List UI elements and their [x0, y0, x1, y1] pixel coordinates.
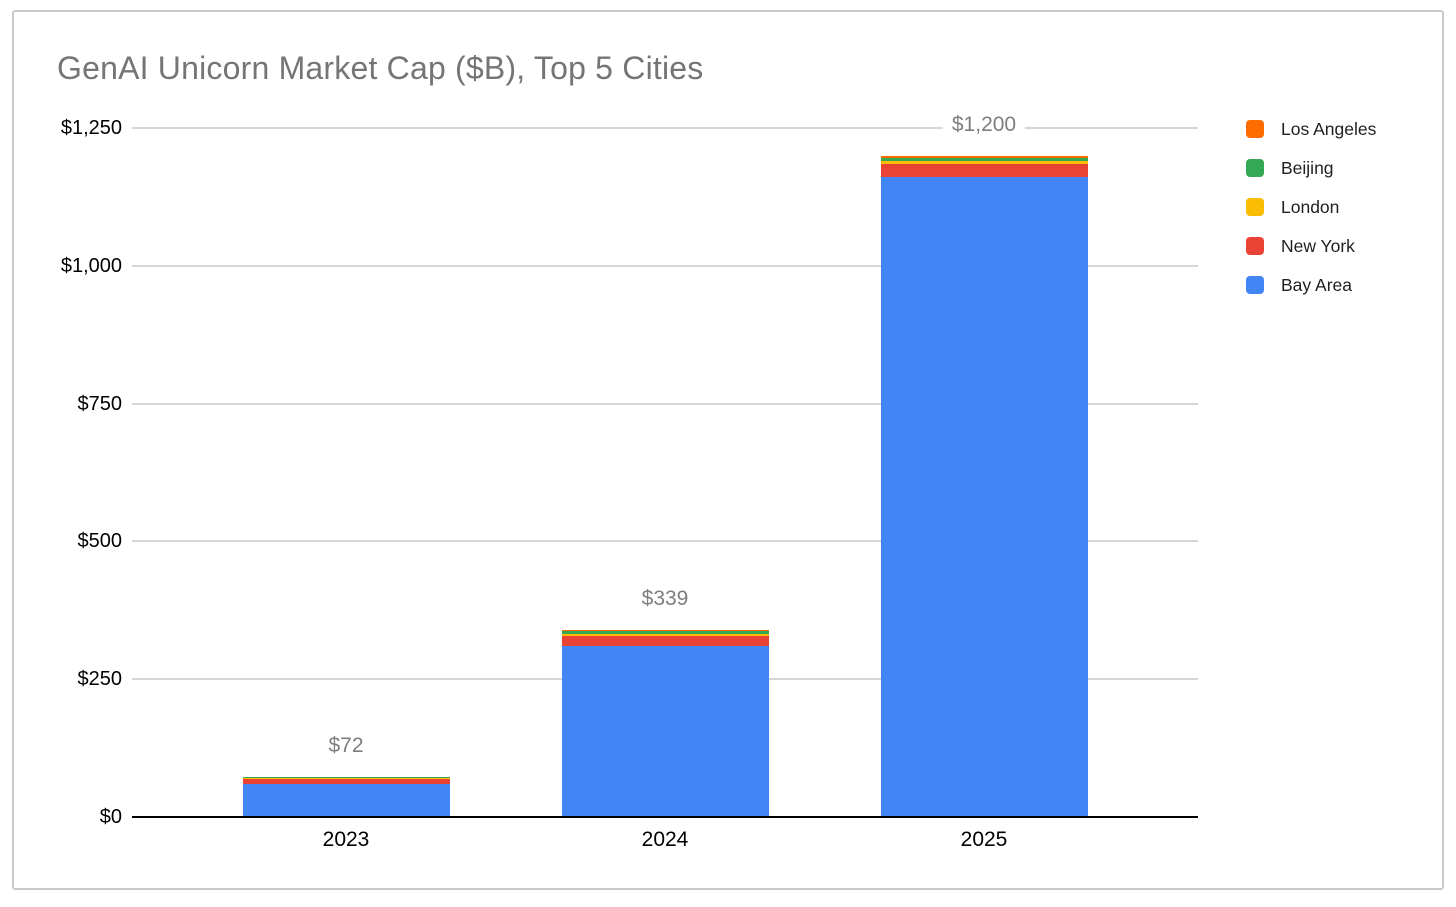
bar-segment-2025-london[interactable] — [880, 161, 1088, 165]
legend-swatch-bay-area — [1246, 276, 1264, 294]
x-axis-category-label-2023: 2023 — [322, 828, 370, 851]
bar-segment-2024-bay-area[interactable] — [561, 645, 769, 817]
legend-label-london: London — [1281, 196, 1340, 217]
bar-segment-2025-los-angeles[interactable] — [880, 155, 1088, 158]
bar-segment-2024-los-angeles[interactable] — [561, 630, 769, 632]
y-axis-tick-label: $1,000 — [60, 254, 122, 277]
bar-segment-2023-london[interactable] — [242, 778, 450, 779]
bar-segment-2023-bay-area[interactable] — [242, 783, 450, 817]
gridline-750 — [132, 402, 1198, 405]
bar-segment-2024-london[interactable] — [561, 634, 769, 636]
bar-total-label-2024: $339 — [632, 585, 698, 613]
y-axis-tick-label: $1,250 — [60, 117, 122, 139]
legend-item-new-york[interactable]: New York — [1246, 236, 1376, 256]
legend-swatch-beijing — [1246, 159, 1264, 177]
bar-segment-2024-beijing[interactable] — [561, 631, 769, 634]
y-axis-tick-label: $250 — [77, 668, 123, 691]
x-axis-category-label-2025: 2025 — [960, 828, 1008, 851]
x-axis-line — [132, 816, 1198, 818]
legend-item-beijing[interactable]: Beijing — [1246, 158, 1376, 178]
y-axis-tick-label: $500 — [77, 530, 123, 553]
legend-swatch-los-angeles — [1246, 120, 1264, 138]
bar-total-label-2023: $72 — [319, 732, 373, 760]
gridline-500 — [132, 540, 1198, 543]
legend-label-bay-area: Bay Area — [1281, 274, 1353, 295]
bar-segment-2025-beijing[interactable] — [880, 157, 1088, 162]
legend-label-beijing: Beijing — [1281, 157, 1334, 178]
chart-title: GenAI Unicorn Market Cap ($B), Top 5 Cit… — [57, 50, 704, 86]
bar-segment-2024-new-york[interactable] — [561, 635, 769, 646]
legend-swatch-london — [1246, 198, 1264, 216]
y-axis-tick-label: $750 — [77, 392, 123, 415]
legend-label-los-angeles: Los Angeles — [1281, 118, 1377, 139]
bar-segment-2025-bay-area[interactable] — [880, 176, 1088, 817]
legend-swatch-new-york — [1246, 237, 1264, 255]
gridline-1000 — [132, 264, 1198, 267]
bar-segment-2025-new-york[interactable] — [880, 164, 1088, 177]
x-axis-category-label-2024: 2024 — [641, 828, 689, 851]
gridline-1250 — [132, 127, 1198, 129]
bar-segment-2023-new-york[interactable] — [242, 778, 450, 784]
legend-item-london[interactable]: London — [1246, 197, 1376, 217]
bar-total-label-2025: $1,200 — [942, 110, 1026, 138]
chart-legend: Los Angeles Beijing London New York Bay Area — [1246, 119, 1376, 314]
legend-label-new-york: New York — [1281, 235, 1355, 256]
bar-segment-2023-beijing[interactable] — [242, 777, 450, 779]
legend-item-bay-area[interactable]: Bay Area — [1246, 275, 1376, 295]
legend-item-los-angeles[interactable]: Los Angeles — [1246, 119, 1376, 139]
y-axis-tick-label: $0 — [99, 806, 122, 828]
